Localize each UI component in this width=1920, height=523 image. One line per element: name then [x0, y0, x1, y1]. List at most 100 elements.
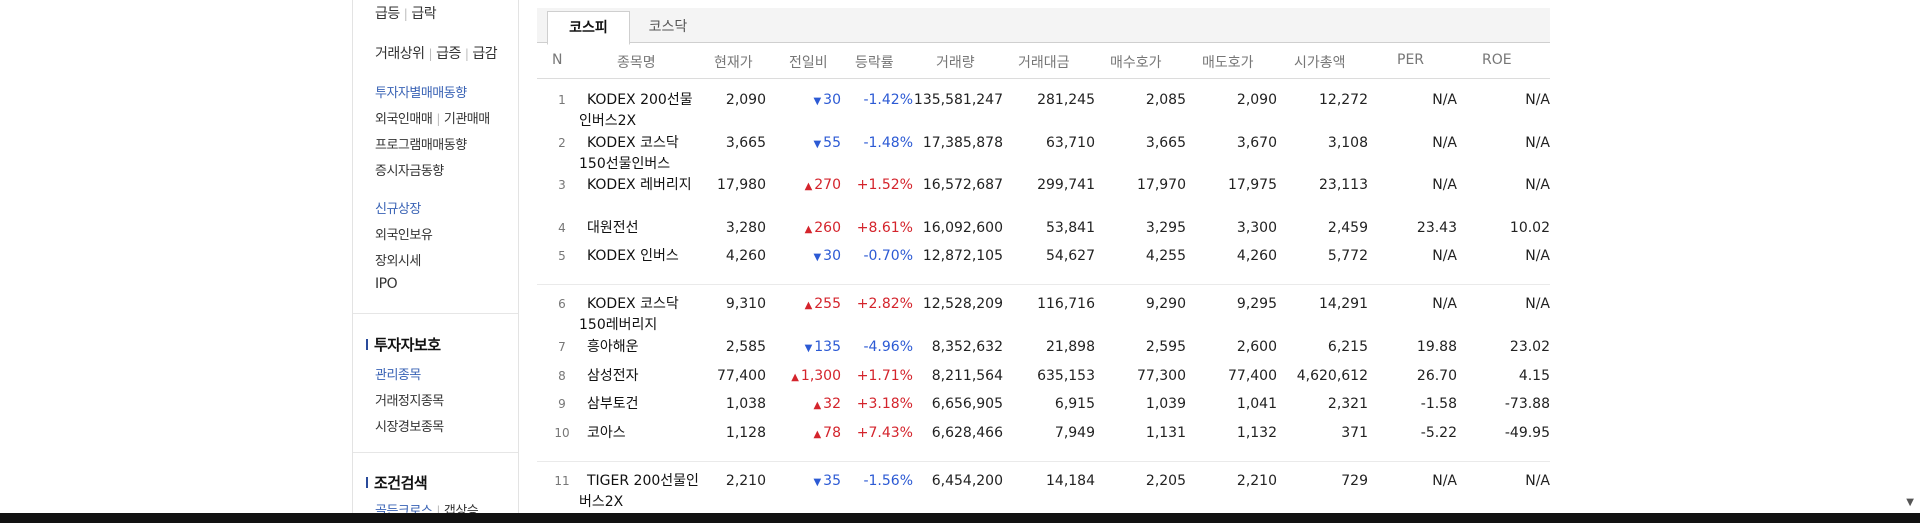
triangle-up-icon: ▲	[804, 224, 813, 235]
col-header-n: N	[552, 52, 563, 68]
stock-name-link[interactable]: 삼부토건	[587, 396, 639, 412]
col-header-bid[interactable]: 매수호가	[1110, 55, 1162, 71]
col-header-ask[interactable]: 매도호가	[1202, 55, 1254, 71]
link-halted-stocks[interactable]: 거래정지종목	[375, 394, 444, 409]
ask-price: 4,260	[1236, 248, 1277, 264]
change-rate: +1.71%	[856, 368, 913, 384]
col-header-rate[interactable]: 등락률	[855, 55, 894, 71]
col-header-roe[interactable]: ROE	[1482, 52, 1512, 68]
per-value: N/A	[1432, 92, 1457, 108]
link-investor-trend[interactable]: 투자자별매매동향	[375, 86, 467, 101]
trade-amount: 63,710	[1046, 135, 1095, 151]
current-price: 9,310	[725, 296, 766, 312]
volume: 16,092,600	[922, 220, 1003, 236]
volume: 6,656,905	[931, 396, 1003, 412]
bid-price: 17,970	[1137, 177, 1186, 193]
link-otc-price[interactable]: 장외시세	[375, 254, 421, 269]
roe-value: N/A	[1525, 296, 1550, 312]
stock-name-link[interactable]: 삼성전자	[587, 368, 639, 384]
col-header-per[interactable]: PER	[1397, 52, 1425, 68]
col-header-amount[interactable]: 거래대금	[1018, 55, 1070, 71]
link-foreign-trade[interactable]: 외국인매매	[375, 112, 433, 127]
market-tabs: 코스피 코스닥	[537, 8, 1550, 45]
stock-name-link[interactable]: 대원전선	[587, 220, 639, 236]
trade-amount: 21,898	[1046, 339, 1095, 355]
separator: |	[436, 112, 440, 126]
change-amount: 270	[814, 177, 841, 193]
stock-name-link[interactable]: TIGER 200선물인버스2X	[579, 473, 699, 510]
current-price: 3,280	[725, 220, 766, 236]
change-rate: +2.82%	[856, 296, 913, 312]
trade-amount: 116,716	[1037, 296, 1095, 312]
link-vol-increase[interactable]: 급증	[436, 46, 461, 62]
stock-name-link[interactable]: KODEX 레버리지	[587, 177, 692, 193]
trade-amount: 635,153	[1037, 368, 1095, 384]
link-program-trade[interactable]: 프로그램매매동향	[375, 138, 467, 153]
ask-price: 17,975	[1228, 177, 1277, 193]
row-number: 7	[558, 340, 566, 354]
col-header-price[interactable]: 현재가	[714, 55, 753, 71]
stock-name-link[interactable]: KODEX 코스닥150선물인버스	[579, 135, 679, 172]
stock-name-link[interactable]: 코아스	[587, 425, 626, 441]
change-amount: 35	[823, 473, 841, 489]
row-number: 2	[558, 136, 566, 150]
tab-kospi[interactable]: 코스피	[547, 11, 630, 45]
link-surge[interactable]: 급등	[375, 6, 400, 22]
col-header-name[interactable]: 종목명	[617, 55, 656, 71]
col-header-volume[interactable]: 거래량	[936, 55, 975, 71]
triangle-down-icon: ▼	[804, 343, 813, 354]
stock-name-link[interactable]: 흥아해운	[587, 339, 639, 355]
trade-amount: 281,245	[1037, 92, 1095, 108]
roe-value: N/A	[1525, 248, 1550, 264]
triangle-up-icon: ▲	[813, 400, 822, 411]
bid-price: 3,295	[1145, 220, 1186, 236]
change-amount: 55	[823, 135, 841, 151]
stock-name-link[interactable]: KODEX 200선물인버스2X	[579, 92, 693, 129]
link-market-funds[interactable]: 증시자금동향	[375, 164, 444, 179]
per-value: N/A	[1432, 177, 1457, 193]
roe-value: N/A	[1525, 473, 1550, 489]
tab-kosdaq[interactable]: 코스닥	[648, 19, 688, 35]
bottom-frame	[0, 513, 1920, 523]
bid-price: 2,085	[1145, 92, 1186, 108]
current-price: 2,210	[725, 473, 766, 489]
ask-price: 2,600	[1236, 339, 1277, 355]
volume: 17,385,878	[922, 135, 1003, 151]
change-amount: 260	[814, 220, 841, 236]
triangle-down-icon: ▼	[813, 477, 822, 488]
link-plunge[interactable]: 급락	[411, 6, 437, 22]
volume: 12,528,209	[922, 296, 1003, 312]
link-market-warning[interactable]: 시장경보종목	[375, 420, 444, 435]
current-price: 1,038	[725, 396, 766, 412]
scroll-down-icon[interactable]: ▼	[1906, 497, 1914, 508]
section-divider	[353, 313, 518, 314]
col-header-market-cap[interactable]: 시가총액	[1294, 55, 1346, 71]
market-cap: 2,459	[1327, 220, 1368, 236]
triangle-up-icon: ▲	[813, 429, 822, 440]
separator: |	[436, 504, 440, 518]
change-rate: -1.56%	[863, 473, 913, 489]
link-inst-trade[interactable]: 기관매매	[443, 112, 490, 127]
stock-name-link[interactable]: KODEX 인버스	[587, 248, 679, 264]
market-cap: 4,620,612	[1296, 368, 1368, 384]
current-price: 2,585	[725, 339, 766, 355]
volume: 16,572,687	[922, 177, 1003, 193]
section-divider	[353, 452, 518, 453]
link-new-listing[interactable]: 신규상장	[375, 202, 421, 217]
volume: 8,211,564	[931, 368, 1003, 384]
trade-amount: 14,184	[1046, 473, 1095, 489]
row-number: 8	[558, 369, 566, 383]
per-value: 26.70	[1416, 368, 1457, 384]
link-ipo[interactable]: IPO	[375, 276, 398, 292]
col-header-change[interactable]: 전일비	[789, 55, 828, 71]
row-number: 6	[558, 297, 566, 311]
change-amount: 135	[814, 339, 841, 355]
link-foreign-holding[interactable]: 외국인보유	[375, 228, 433, 243]
stock-name-link[interactable]: KODEX 코스닥150레버리지	[579, 296, 679, 333]
link-managed-stocks[interactable]: 관리종목	[375, 368, 421, 383]
link-volume-top[interactable]: 거래상위	[375, 46, 425, 62]
change-rate: +3.18%	[856, 396, 913, 412]
current-price: 2,090	[725, 92, 766, 108]
link-vol-decrease[interactable]: 급감	[472, 46, 498, 62]
change-rate: +8.61%	[856, 220, 913, 236]
